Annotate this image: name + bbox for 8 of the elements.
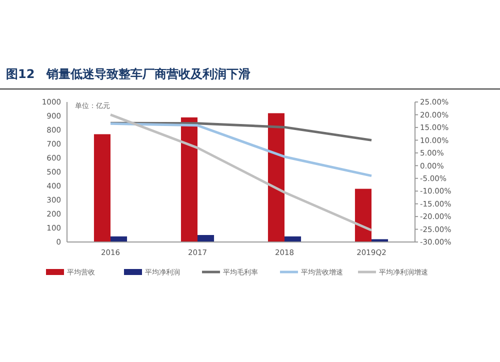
bar	[354, 188, 372, 242]
bar	[94, 134, 110, 242]
bar	[198, 235, 214, 242]
chart-title: 图12 销量低迷导致整车厂商营收及利润下滑	[6, 67, 251, 81]
bar	[268, 113, 284, 242]
line-series	[109, 122, 373, 178]
bar	[180, 117, 198, 242]
line-series	[109, 113, 373, 232]
